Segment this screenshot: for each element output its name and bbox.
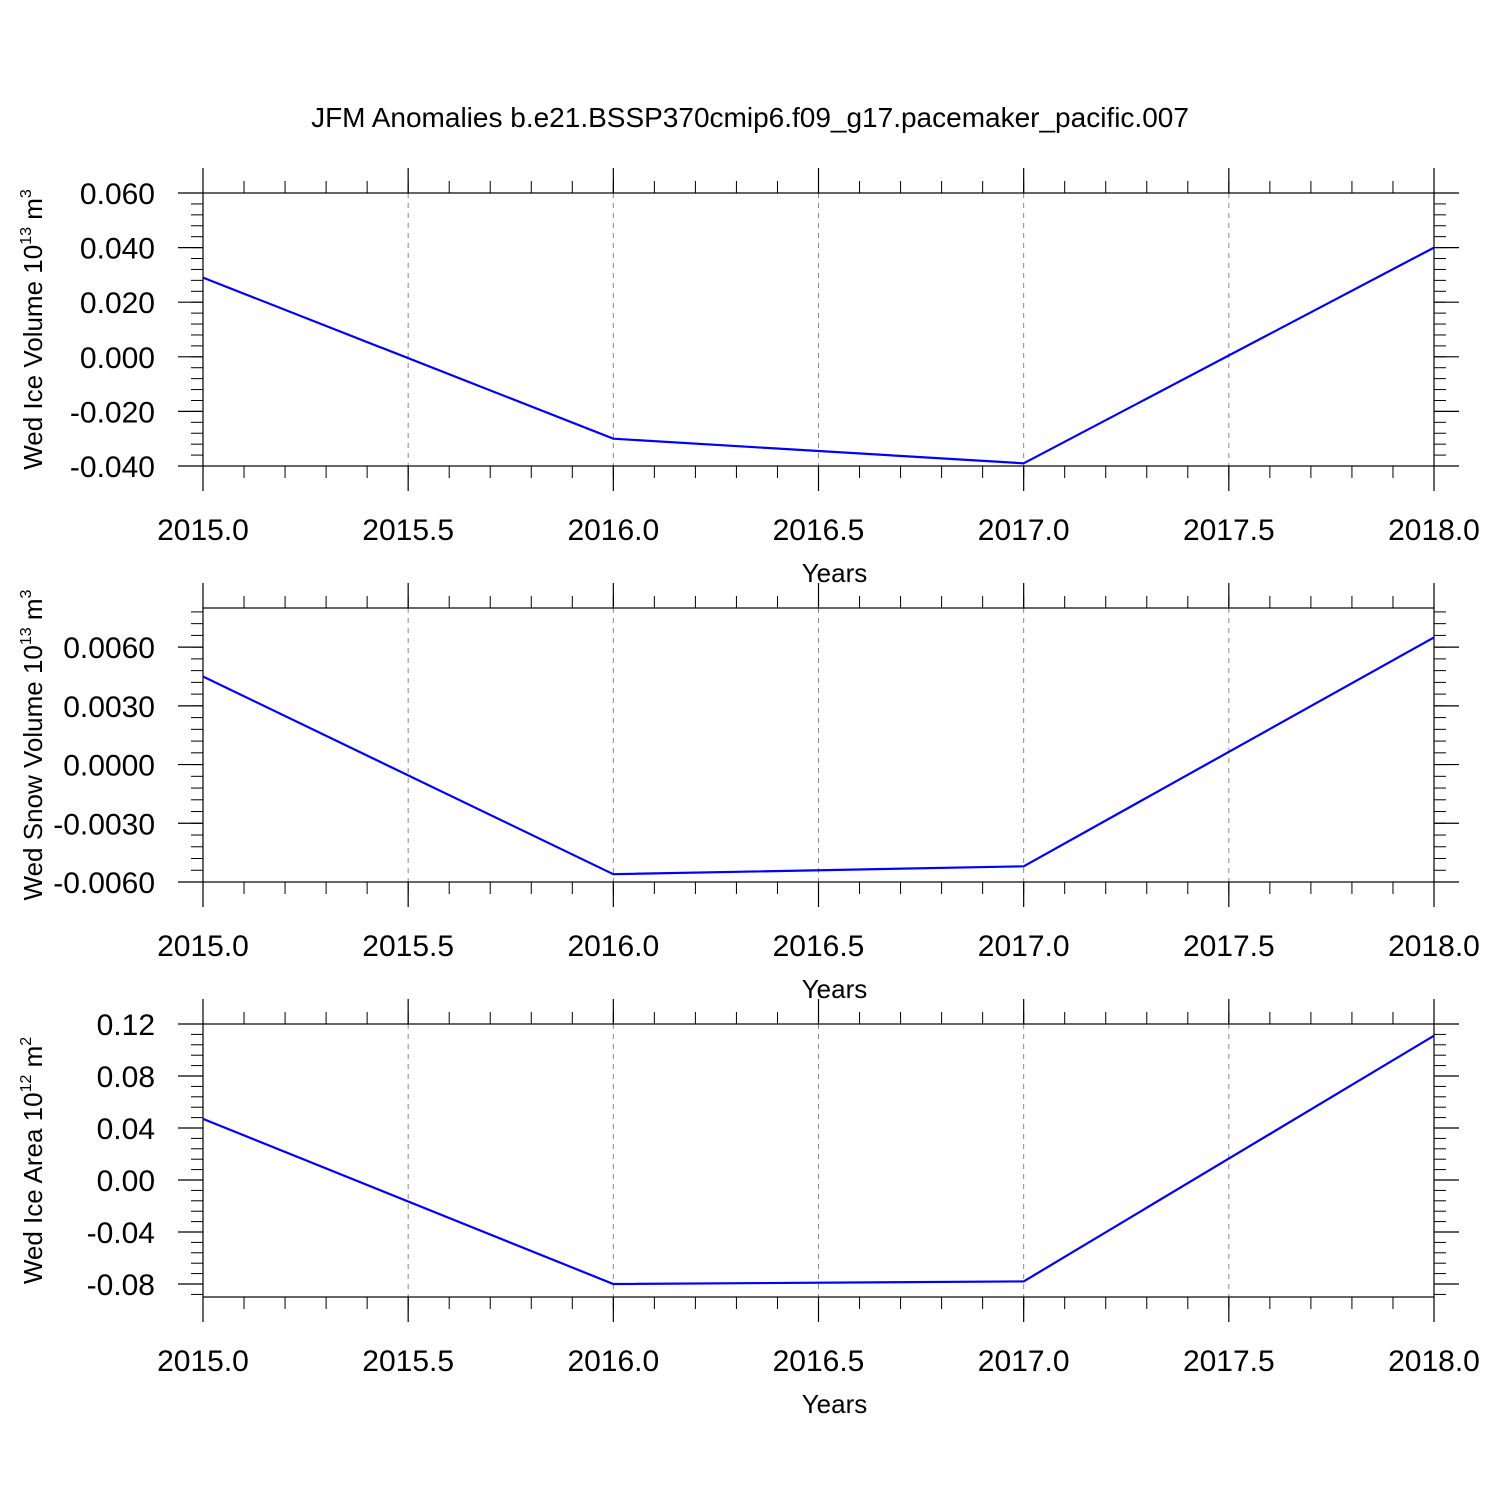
x-axis-label: Years [802, 1389, 868, 1419]
series-line [202, 1034, 1435, 1286]
y-axis-label: Wed Ice Volume 1013 m3 [18, 189, 48, 470]
x-tick-label: 2016.0 [567, 1345, 659, 1378]
x-tick-label: 2015.0 [157, 1345, 249, 1378]
x-tick-label: 2018.0 [1388, 514, 1480, 547]
x-tick-label: 2015.0 [157, 930, 249, 963]
x-tick-label: 2016.5 [773, 1345, 865, 1378]
series-line [202, 246, 1435, 465]
y-tick-label: -0.08 [87, 1269, 155, 1302]
y-tick-label: 0.04 [97, 1113, 155, 1146]
x-tick-label: 2015.5 [362, 514, 454, 547]
y-tick-label: 0.020 [80, 287, 155, 320]
y-tick-label: 0.000 [80, 342, 155, 375]
x-tick-label: 2015.5 [362, 930, 454, 963]
x-tick-label: 2017.0 [978, 930, 1070, 963]
x-tick-label: 2017.0 [978, 1345, 1070, 1378]
y-tick-label: 0.08 [97, 1061, 155, 1094]
x-tick-label: 2017.5 [1183, 1345, 1275, 1378]
figure-title: JFM Anomalies b.e21.BSSP370cmip6.f09_g17… [311, 102, 1189, 133]
y-tick-label: -0.04 [87, 1217, 155, 1250]
x-tick-label: 2018.0 [1388, 930, 1480, 963]
x-tick-label: 2015.0 [157, 514, 249, 547]
x-tick-label: 2016.5 [773, 930, 865, 963]
y-tick-label: 0.0060 [63, 632, 155, 665]
y-tick-label: 0.0030 [63, 691, 155, 724]
x-tick-label: 2017.5 [1183, 514, 1275, 547]
y-axis-label: Wed Ice Area 1012 m2 [18, 1037, 48, 1284]
y-tick-label: 0.060 [80, 178, 155, 211]
y-axis-label: Wed Snow Volume 1013 m3 [18, 589, 48, 900]
x-tick-label: 2015.5 [362, 1345, 454, 1378]
y-tick-label: 0.0000 [63, 750, 155, 783]
x-axis-label: Years [802, 558, 868, 588]
y-tick-label: -0.0030 [53, 808, 155, 841]
x-tick-label: 2017.5 [1183, 930, 1275, 963]
x-axis-label: Years [802, 974, 868, 1004]
x-tick-label: 2017.0 [978, 514, 1070, 547]
y-tick-label: 0.040 [80, 233, 155, 266]
y-tick-label: -0.040 [70, 451, 155, 484]
y-tick-label: 0.12 [97, 1009, 155, 1042]
x-tick-label: 2016.5 [773, 514, 865, 547]
y-tick-label: -0.0060 [53, 867, 155, 900]
x-tick-label: 2016.0 [567, 930, 659, 963]
y-tick-label: -0.020 [70, 396, 155, 429]
x-tick-label: 2018.0 [1388, 1345, 1480, 1378]
series-line [202, 636, 1435, 876]
x-tick-label: 2016.0 [567, 514, 659, 547]
y-tick-label: 0.00 [97, 1165, 155, 1198]
